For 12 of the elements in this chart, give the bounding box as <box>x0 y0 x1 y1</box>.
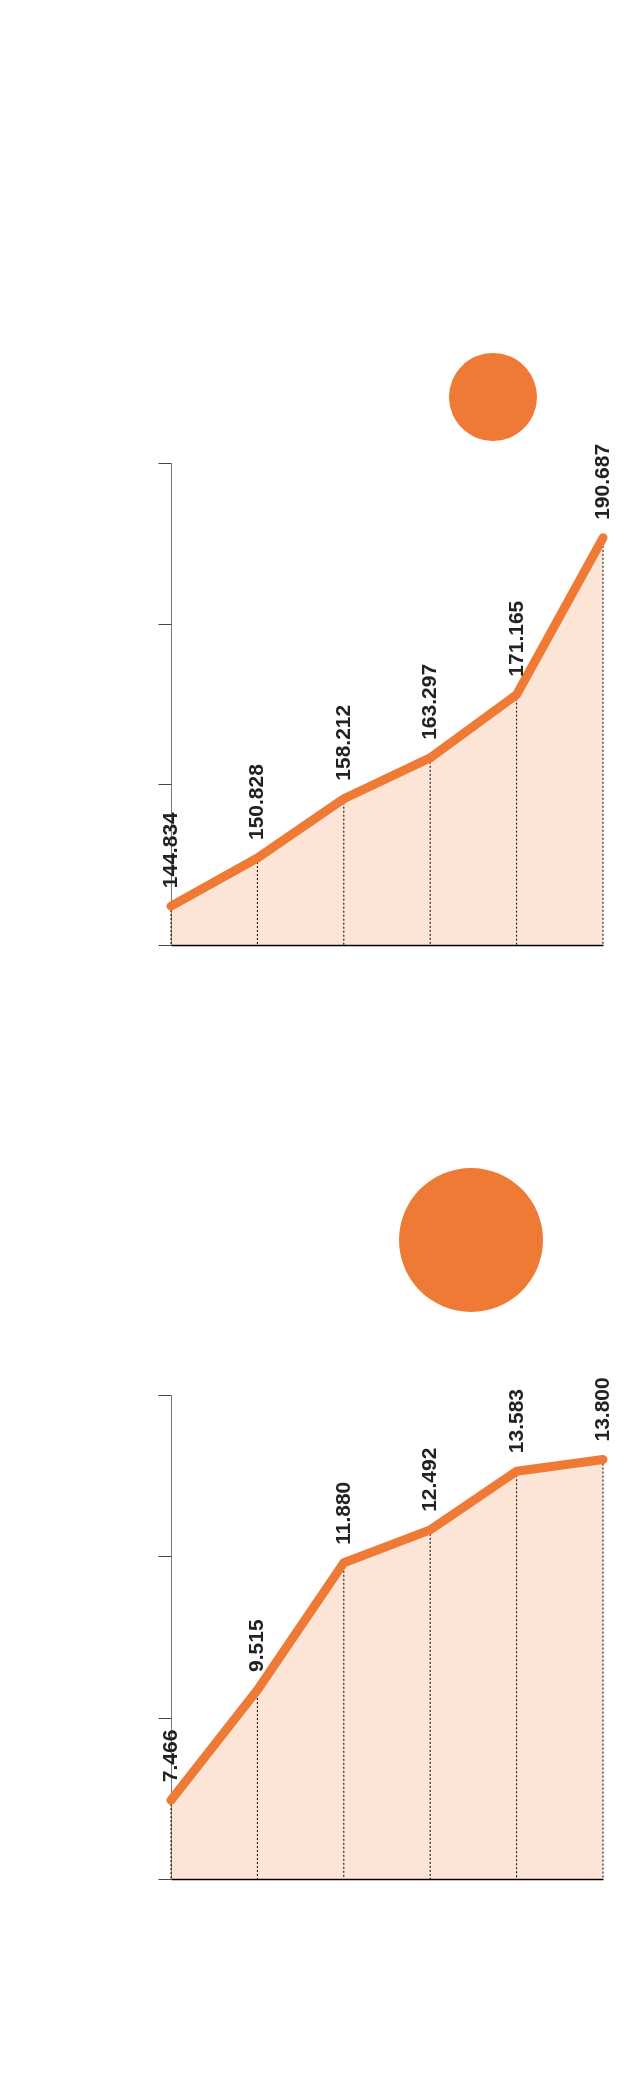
data-label: 12.492 <box>417 1447 441 1512</box>
data-label: 13.800 <box>590 1377 613 1442</box>
data-label: 171.165 <box>503 600 527 677</box>
data-label: 7.466 <box>158 1729 181 1783</box>
data-label: 13.583 <box>503 1388 527 1454</box>
data-label: 158.212 <box>330 704 354 781</box>
data-label: 144.834 <box>158 811 181 889</box>
data-label: 163.297 <box>417 663 441 740</box>
data-label: 11.880 <box>330 1481 354 1545</box>
data-label: 150.828 <box>244 763 268 841</box>
data-label: 9.515 <box>244 1619 268 1672</box>
data-label: 190.687 <box>590 443 613 520</box>
